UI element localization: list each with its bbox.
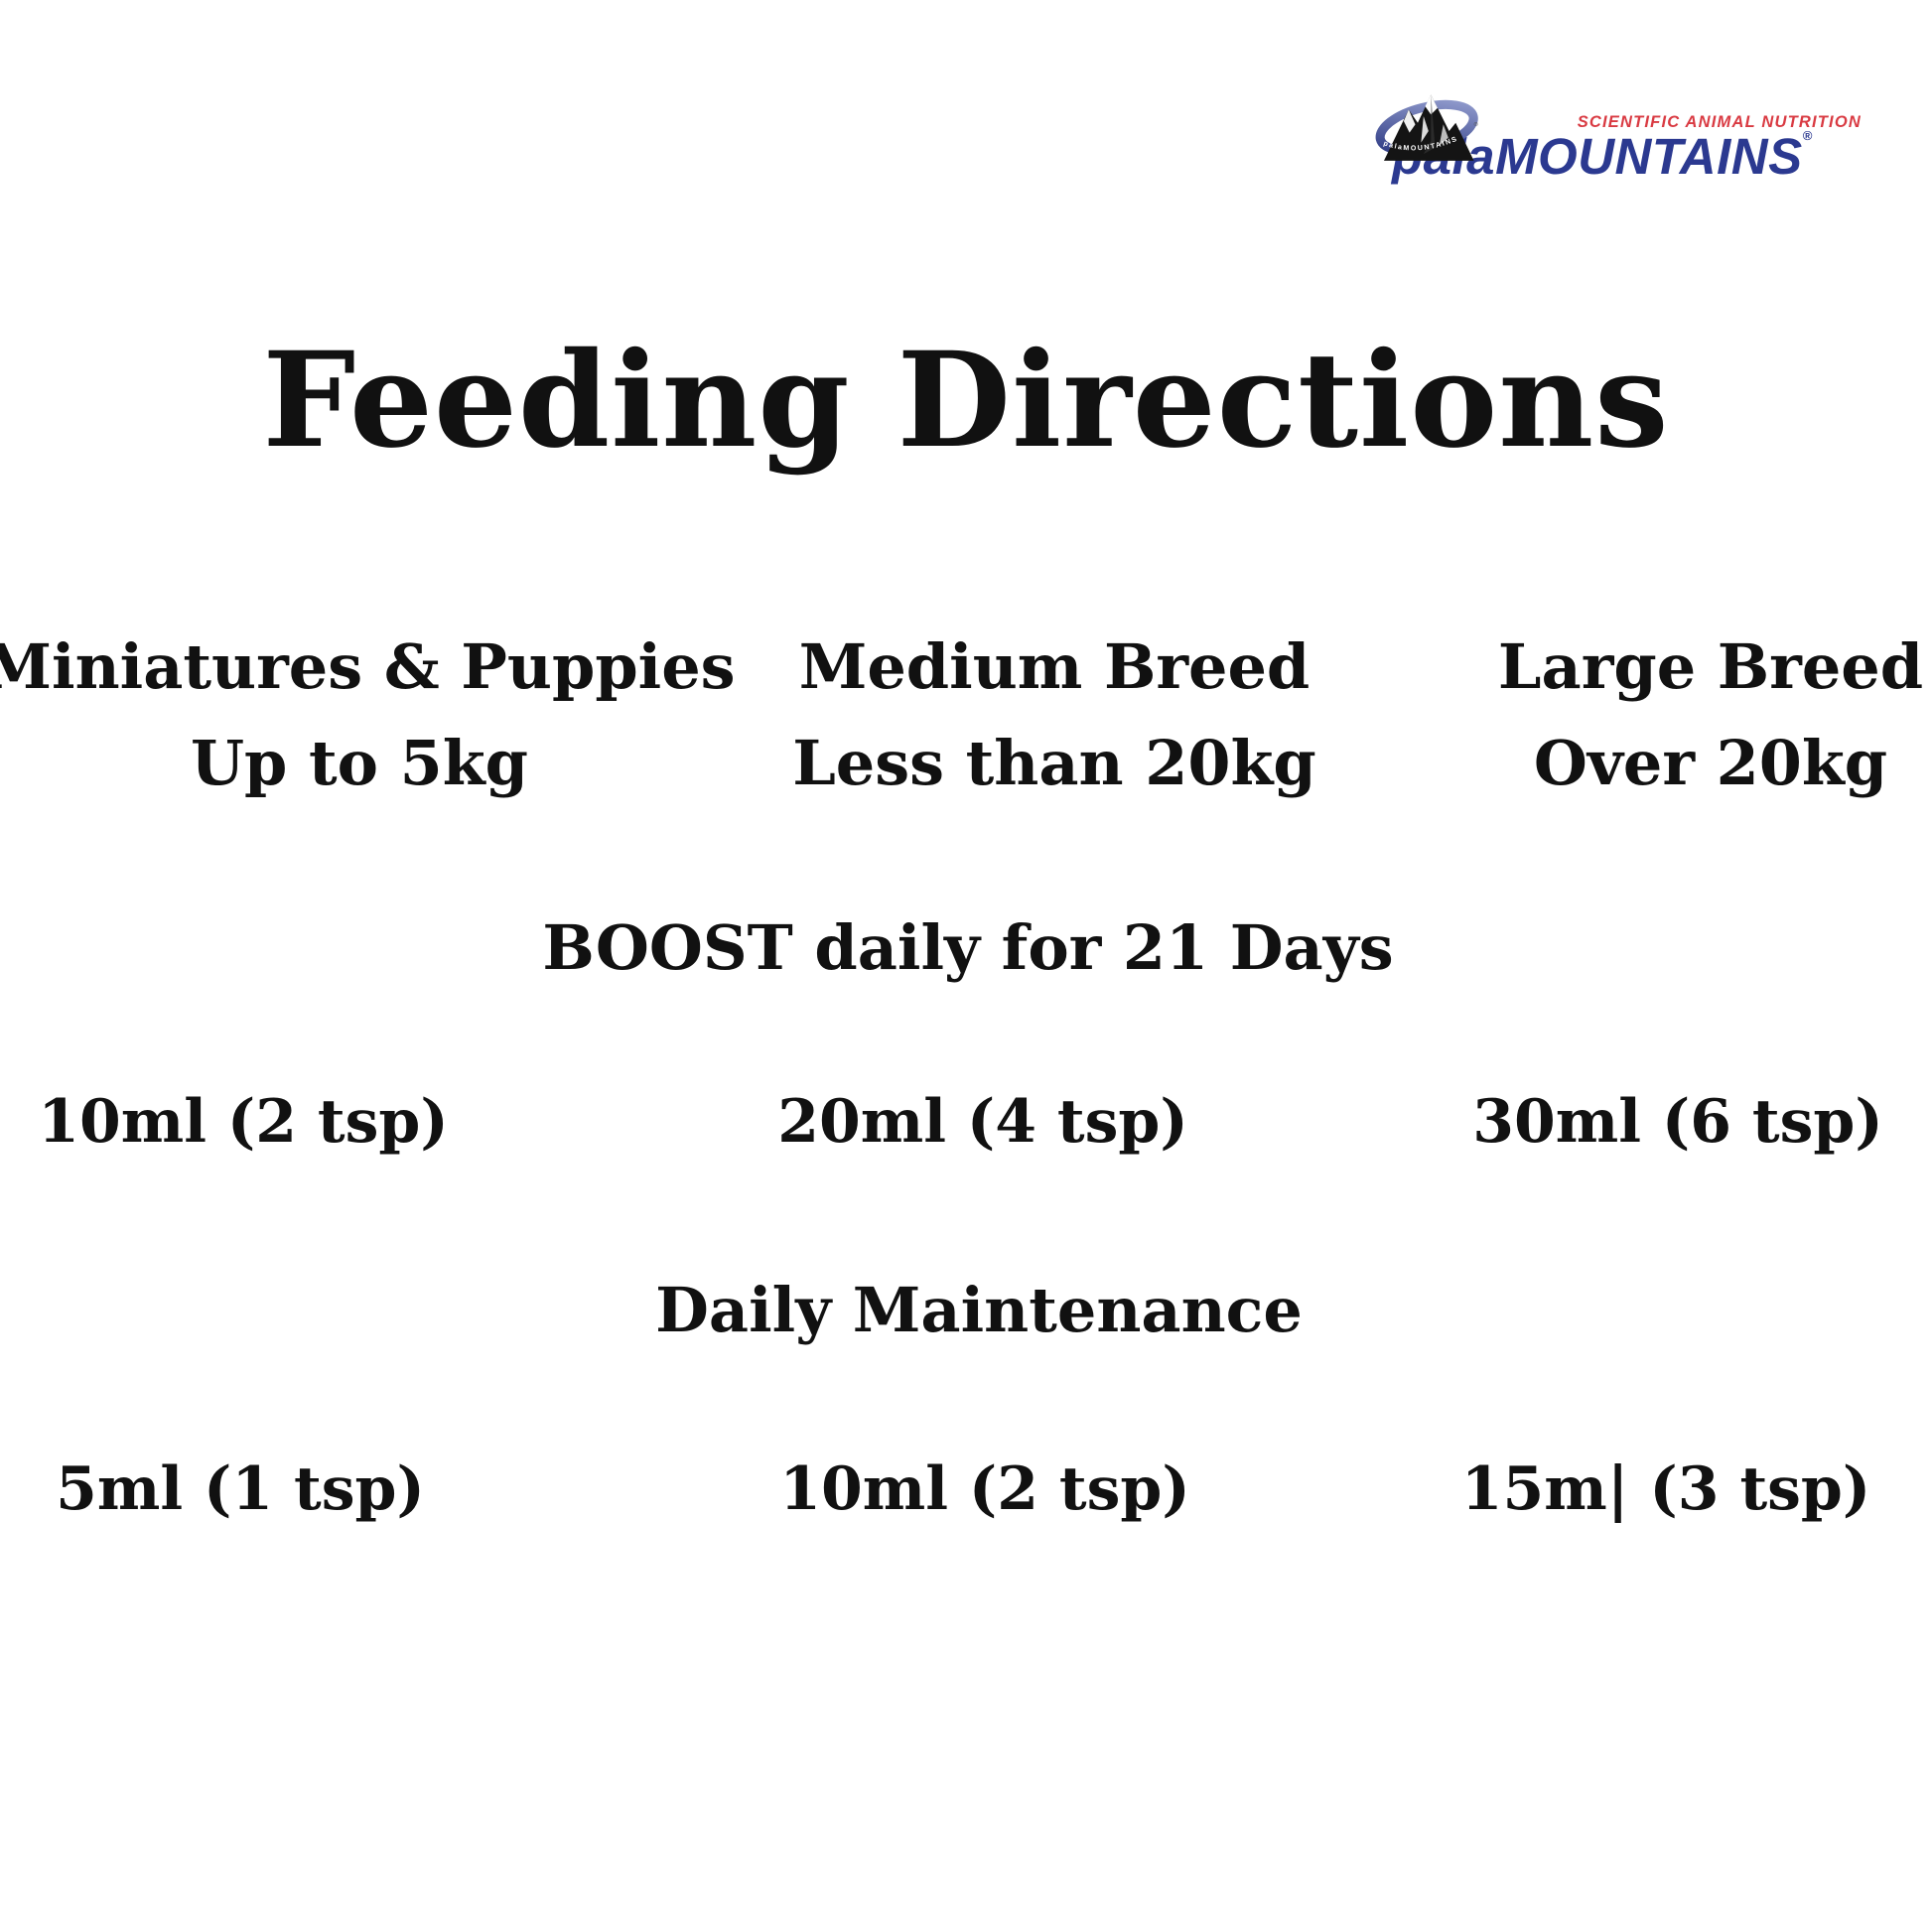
maintenance-heading: Daily Maintenance [655,1274,1303,1346]
boost-dose-large: 30ml (6 tsp) [1472,1087,1883,1157]
boost-dose-medium: 20ml (4 tsp) [777,1087,1188,1157]
mountain-ring-icon: palaMOUNTAINS ® [1375,94,1479,161]
header-medium-breed: Medium Breed [798,630,1311,703]
boost-heading: BOOST daily for 21 Days [542,911,1394,984]
page-title: Feeding Directions [262,324,1670,478]
header-medium-weight: Less than 20kg [792,727,1316,799]
maintenance-dose-miniatures: 5ml (1 tsp) [56,1454,425,1524]
header-large-breed: Large Breed [1497,630,1924,703]
logo-tagline: SCIENTIFIC ANIMAL NUTRITION [1577,113,1862,131]
maintenance-dose-large: 15m| (3 tsp) [1460,1454,1871,1524]
header-miniatures-puppies: Miniatures & Puppies [0,630,736,703]
registered-mark: ® [1802,128,1813,143]
palamountains-logo: palaMOUNTAINS ® SCIENTIFIC ANIMAL NUTRIT… [1368,77,1909,202]
boost-dose-miniatures: 10ml (2 tsp) [38,1087,449,1157]
ring-registered-mark: ® [1474,121,1479,128]
header-miniatures-weight: Up to 5kg [190,727,529,799]
maintenance-dose-medium: 10ml (2 tsp) [779,1454,1190,1524]
header-large-weight: Over 20kg [1533,727,1888,799]
mountain-peaks [1383,94,1474,161]
brand-suffix: MOUNTAINS [1495,128,1803,185]
